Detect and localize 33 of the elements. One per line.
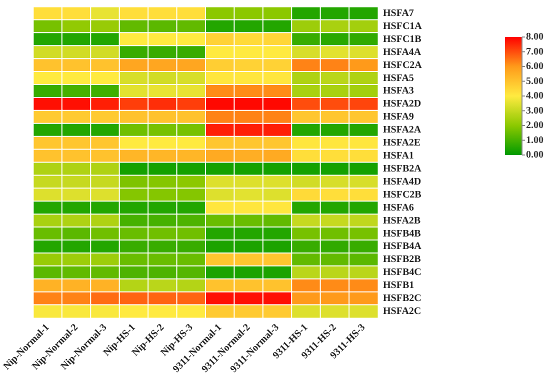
color-bar-label: 0.00 bbox=[526, 150, 544, 160]
y-tick-label: HSFA2C bbox=[383, 306, 422, 318]
y-tick-label: HSFB2A bbox=[383, 163, 422, 174]
y-tick-label: HSFB4C bbox=[383, 267, 422, 278]
color-bar-label: 5.00 bbox=[526, 76, 544, 87]
color-bar-label: 1.00 bbox=[526, 134, 544, 146]
color-bar-label: 7.00 bbox=[526, 46, 544, 58]
y-tick-label: HSFB2C bbox=[383, 293, 422, 304]
y-tick-label: HSFC1B bbox=[383, 34, 422, 45]
y-tick-label: HSFA4D bbox=[383, 176, 422, 188]
y-tick-label: HSFA4A bbox=[383, 46, 422, 58]
y-tick-label: HSFA1 bbox=[383, 150, 414, 162]
y-tick-label: HSFA2B bbox=[383, 215, 421, 226]
y-tick-label: HSFA5 bbox=[383, 72, 414, 84]
color-bar-label: 6.00 bbox=[526, 61, 544, 72]
y-tick-label: HSFB1 bbox=[383, 280, 414, 292]
color-bar-label: 2.00 bbox=[526, 120, 544, 131]
y-tick-label: HSFC2B bbox=[383, 189, 422, 200]
y-tick-label: HSFC2A bbox=[383, 60, 423, 71]
y-tick-label: HSFA3 bbox=[383, 86, 414, 97]
y-tick-label: HSFC1A bbox=[383, 20, 423, 32]
color-bar-label: 3.00 bbox=[526, 105, 544, 116]
color-bar-label: 8.00 bbox=[526, 32, 544, 42]
y-tick-label: HSFB4B bbox=[383, 228, 422, 240]
y-tick-label: HSFA7 bbox=[383, 8, 414, 19]
y-tick-label: HSFA2D bbox=[383, 98, 422, 110]
y-tick-label: HSFA9 bbox=[383, 112, 414, 123]
y-tick-label: HSFA2A bbox=[383, 124, 422, 136]
y-tick-label: HSFB4A bbox=[383, 241, 422, 252]
y-tick-label: HSFB2B bbox=[383, 254, 422, 266]
y-tick-label: HSFA6 bbox=[383, 202, 414, 214]
color-bar-label: 4.00 bbox=[526, 90, 544, 102]
y-tick-label: HSFA2E bbox=[383, 138, 421, 149]
